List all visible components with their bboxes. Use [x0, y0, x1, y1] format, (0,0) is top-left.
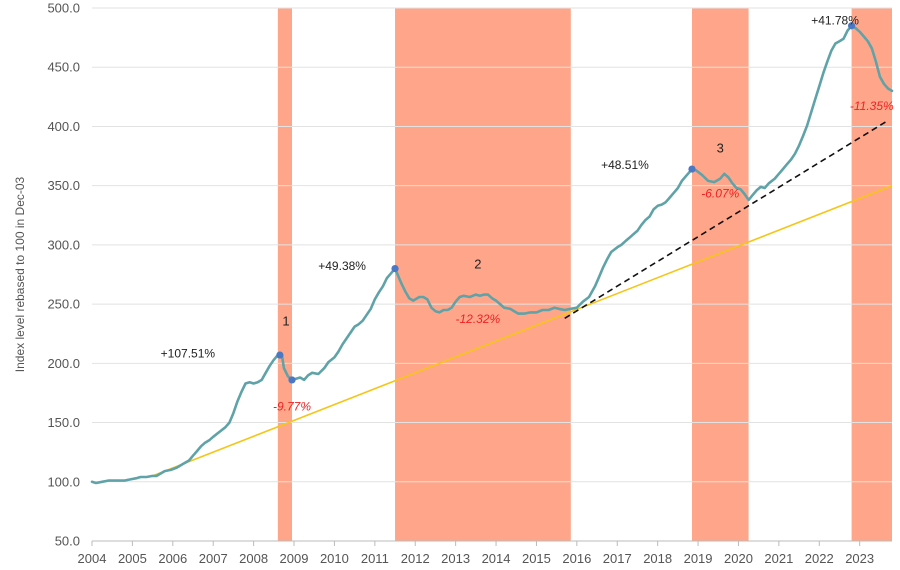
y-tick-label: 350.0 [47, 178, 80, 193]
x-tick-label: 2015 [522, 551, 551, 566]
y-tick-label: 200.0 [47, 356, 80, 371]
y-tick-label: 250.0 [47, 297, 80, 312]
y-axis-ticks: 50.0 100.0 150.0 200.0 250.0 300.0 350.0 400.0 4… [47, 1, 80, 549]
annotation-gain: +48.51% [601, 158, 649, 172]
y-tick-label: 150.0 [47, 415, 80, 430]
y-axis-label: Index level rebased to 100 in Dec-03 [13, 176, 27, 372]
y-tick-label: 500.0 [47, 1, 80, 16]
annotation-num: 3 [717, 141, 724, 156]
y-tick-label: 300.0 [47, 237, 80, 252]
x-tick-label: 2023 [845, 551, 874, 566]
data-point-marker [288, 376, 296, 384]
gridlines [92, 7, 892, 483]
annotations: +107.51% -9.77% 1 +49.38% 2 -12.32% +48.51% 3 -6… [161, 14, 894, 414]
annotation-drop: -11.35% [850, 99, 894, 113]
data-point-marker [276, 351, 284, 359]
drawdown-band-3 [692, 8, 749, 541]
x-tick-label: 2007 [199, 551, 228, 566]
annotation-num: 1 [282, 313, 289, 328]
trend-line [152, 184, 893, 477]
x-tick-label: 2006 [158, 551, 187, 566]
dashed-trend-line [564, 119, 889, 319]
annotation-num: 2 [474, 257, 481, 272]
x-tick-label: 2013 [441, 551, 470, 566]
y-tick-label: 50.0 [55, 534, 80, 549]
x-tick-label: 2011 [361, 551, 389, 566]
x-tick-label: 2004 [78, 551, 107, 566]
data-point-marker [391, 264, 399, 273]
drawdown-band-1 [277, 8, 292, 541]
index-line [90, 24, 894, 485]
data-point-marker [688, 165, 696, 173]
series-lines [90, 24, 894, 485]
annotation-drop: -6.07% [701, 187, 739, 201]
x-tick-label: 2014 [482, 551, 511, 566]
annotation-gain: +107.51% [161, 346, 216, 360]
x-tick-label: 2020 [724, 551, 753, 566]
x-tick-label: 2012 [401, 551, 430, 566]
drawdown-band-2 [395, 8, 571, 541]
drawdown-bands [277, 8, 892, 541]
data-point-marker [847, 22, 856, 30]
x-axis-ticks: 2004 2005 2006 2007 2008 2009 2010 2011 2012 2013… [78, 541, 874, 566]
annotation-gain: +49.38% [318, 259, 366, 273]
y-tick-label: 450.0 [47, 60, 80, 75]
annotation-drop: -12.32% [456, 312, 501, 326]
x-tick-label: 2016 [562, 551, 591, 566]
y-tick-label: 400.0 [47, 119, 80, 134]
annotation-drop: -9.77% [273, 400, 311, 414]
y-tick-label: 100.0 [47, 474, 80, 489]
x-tick-label: 2008 [239, 551, 268, 566]
x-tick-label: 2018 [643, 551, 672, 566]
x-tick-label: 2021 [764, 551, 793, 566]
drawdown-band-4 [851, 8, 892, 541]
x-tick-label: 2010 [320, 551, 349, 566]
x-tick-label: 2022 [805, 551, 834, 566]
x-tick-label: 2009 [280, 551, 309, 566]
annotation-gain: +41.78% [811, 14, 859, 28]
peak-trough-markers [276, 22, 856, 384]
x-tick-label: 2017 [603, 551, 632, 566]
x-tick-label: 2019 [684, 551, 713, 566]
x-tick-label: 2005 [118, 551, 147, 566]
